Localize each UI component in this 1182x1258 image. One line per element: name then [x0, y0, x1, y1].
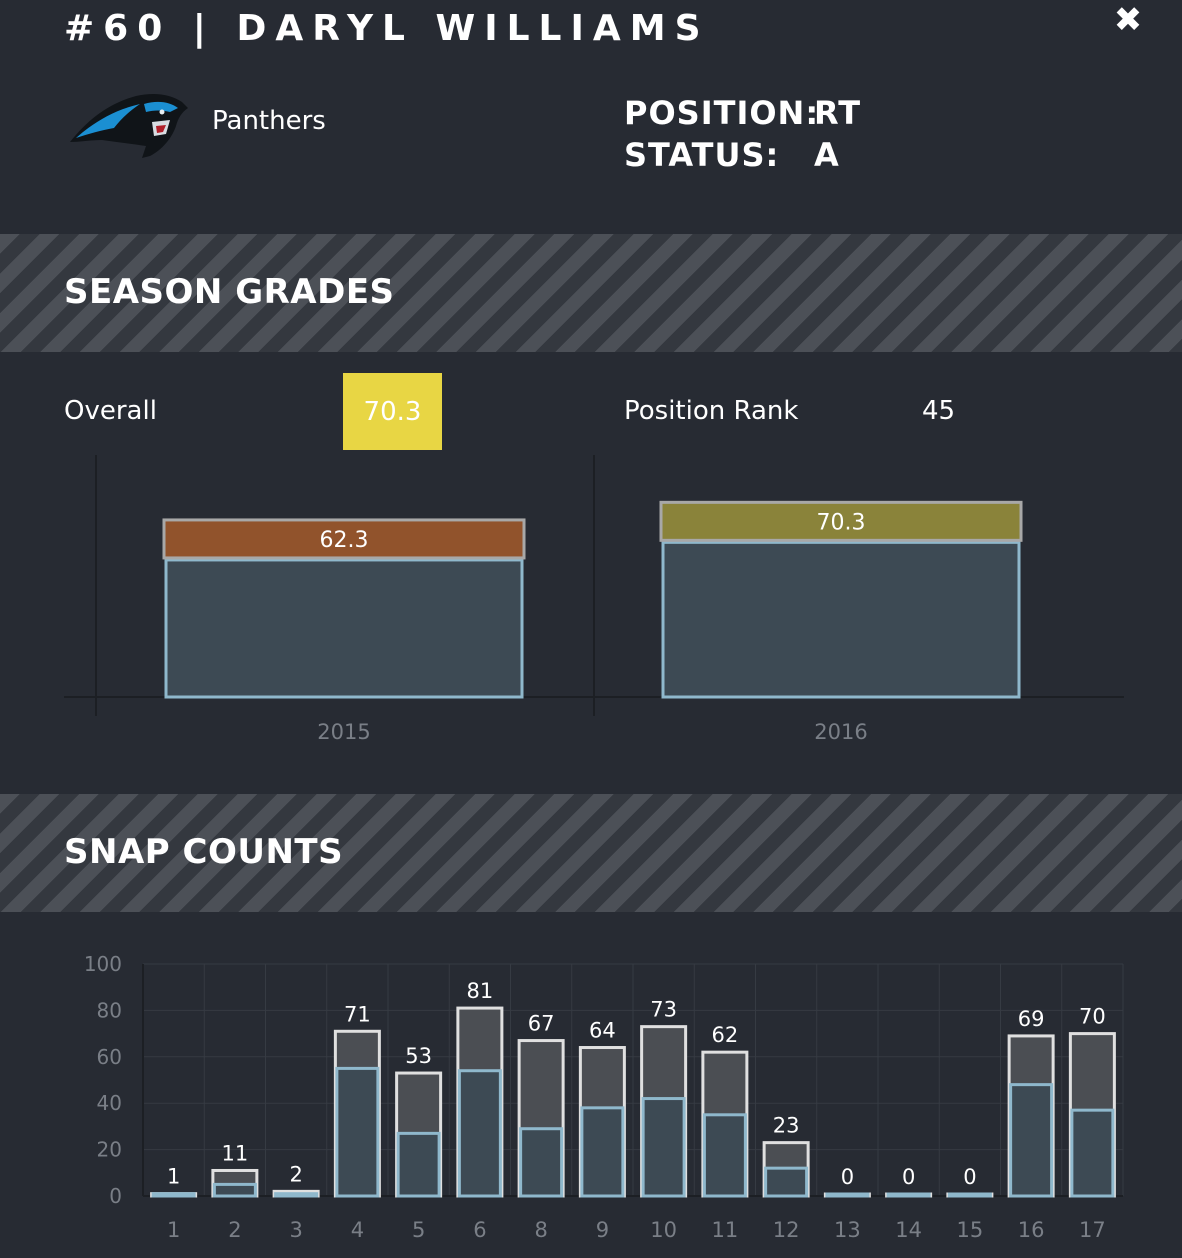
snap-value-label: 69 [1018, 1007, 1045, 1031]
grade-label-box [162, 518, 526, 560]
grade-value-label: 62.3 [320, 528, 369, 553]
snap-week-label: 9 [596, 1218, 609, 1242]
snap-value-label: 11 [222, 1141, 249, 1165]
position-value: RT [814, 94, 862, 132]
snap-split-bar [825, 1192, 870, 1198]
grade-bar [661, 540, 1021, 699]
snap-split-bar [947, 1192, 992, 1198]
snap-y-tick: 60 [97, 1045, 122, 1069]
snap-value-label: 2 [289, 1162, 302, 1186]
snap-counts-chart: 0204060801001111223714535816678649731062… [84, 952, 1124, 1242]
snap-value-label: 1 [167, 1165, 180, 1189]
snap-split-bar [335, 1066, 380, 1198]
overall-label: Overall [64, 396, 157, 426]
status-value: A [814, 136, 840, 174]
overall-grade-badge: 70.3 [343, 373, 442, 450]
snap-y-tick: 0 [109, 1184, 122, 1208]
snap-value-label: 70 [1079, 1005, 1106, 1029]
snap-y-tick: 80 [97, 998, 122, 1022]
snap-week-label: 2 [228, 1218, 241, 1242]
snap-value-label: 73 [650, 998, 677, 1022]
snap-split-bar [151, 1192, 196, 1198]
snap-value-label: 67 [528, 1012, 555, 1036]
position-rank-label: Position Rank [624, 396, 799, 426]
snap-split-bar [886, 1192, 931, 1198]
position-row: POSITION: RT [624, 94, 860, 132]
snap-counts-band: SNAP COUNTS [0, 794, 1182, 912]
grade-value-label: 70.3 [817, 510, 866, 535]
snap-split-bar [396, 1131, 441, 1198]
snap-split-bar [212, 1182, 257, 1198]
snap-value-label: 81 [467, 979, 494, 1003]
snap-value-label: 0 [902, 1165, 915, 1189]
snap-split-bar [764, 1166, 809, 1198]
snap-value-label: 23 [773, 1114, 800, 1138]
status-row: STATUS: A [624, 136, 839, 174]
snap-split-bar [457, 1069, 502, 1198]
grade-bar [164, 558, 524, 699]
snap-split-bar [641, 1097, 686, 1198]
snap-week-label: 15 [957, 1218, 984, 1242]
snap-split-bar [1009, 1083, 1054, 1198]
snap-week-label: 1 [167, 1218, 180, 1242]
snap-value-label: 64 [589, 1019, 616, 1043]
snap-value-label: 62 [712, 1023, 739, 1047]
grade-year-label: 2015 [317, 720, 370, 744]
panthers-logo [70, 94, 188, 158]
snap-week-label: 6 [473, 1218, 486, 1242]
season-grades-chart: 62.3 2015 70.3 2016 [64, 455, 1124, 744]
snap-week-label: 11 [712, 1218, 739, 1242]
snap-value-label: 0 [841, 1165, 854, 1189]
close-icon[interactable]: ✖ [1113, 0, 1143, 40]
snap-week-label: 12 [773, 1218, 800, 1242]
snap-week-label: 17 [1079, 1218, 1106, 1242]
snap-split-bar [274, 1192, 319, 1198]
snap-week-label: 10 [650, 1218, 677, 1242]
snap-week-label: 4 [351, 1218, 364, 1242]
snap-counts-heading: SNAP COUNTS [64, 832, 344, 872]
snap-week-label: 8 [534, 1218, 547, 1242]
season-grades-band: SEASON GRADES [0, 234, 1182, 352]
player-title: #60 | DARYL WILLIAMS [64, 8, 710, 49]
position-rank-value: 45 [922, 396, 956, 426]
snap-value-label: 0 [963, 1165, 976, 1189]
team-name: Panthers [212, 106, 326, 136]
snap-y-tick: 100 [84, 952, 122, 976]
snap-split-bar [702, 1113, 747, 1198]
snap-split-bar [580, 1106, 625, 1198]
snap-week-label: 13 [834, 1218, 861, 1242]
snap-split-bar [519, 1127, 564, 1198]
snap-week-label: 16 [1018, 1218, 1045, 1242]
snap-week-label: 5 [412, 1218, 425, 1242]
snap-split-bar [1070, 1108, 1115, 1198]
position-label: POSITION: [624, 94, 820, 132]
grade-year-label: 2016 [814, 720, 867, 744]
snap-value-label: 71 [344, 1002, 371, 1026]
snap-week-label: 3 [289, 1218, 302, 1242]
season-grades-heading: SEASON GRADES [64, 272, 395, 312]
snap-week-label: 14 [895, 1218, 922, 1242]
snap-y-tick: 20 [97, 1138, 122, 1162]
status-label: STATUS: [624, 136, 780, 174]
snap-y-tick: 40 [97, 1091, 122, 1115]
snap-value-label: 53 [405, 1044, 432, 1068]
grade-label-box [659, 500, 1023, 542]
